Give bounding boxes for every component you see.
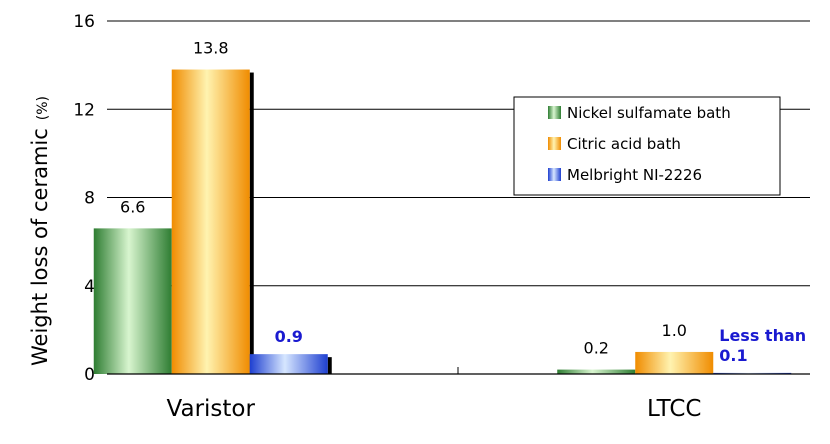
y-axis-label: Weight loss of ceramic (%) xyxy=(28,96,52,366)
x-category-label: Varistor xyxy=(167,396,256,422)
y-tick-label: 0 xyxy=(84,365,95,385)
legend-label: Nickel sulfamate bath xyxy=(567,104,731,122)
y-axis-ticks: 0 4 8 12 16 xyxy=(73,12,95,385)
legend-swatch xyxy=(548,168,561,181)
bar-shadow xyxy=(327,357,332,374)
legend-swatch xyxy=(548,106,561,119)
y-tick-label: 16 xyxy=(73,12,95,32)
legend: Nickel sulfamate bath Citric acid bath Mel… xyxy=(513,96,781,196)
bars xyxy=(93,69,792,375)
y-tick-label: 4 xyxy=(84,277,95,297)
y-tick-label: 12 xyxy=(73,100,95,120)
bar-melbright-ni-2226-varistor xyxy=(249,354,328,374)
y-axis-label-unit: (%) xyxy=(35,96,51,120)
bar-nickel-sulfamate-bath-varistor xyxy=(93,228,172,374)
bar-shadow xyxy=(249,72,254,374)
annotation-text: 0.1 xyxy=(719,346,747,365)
data-label: 0.9 xyxy=(275,327,303,346)
legend-items: Nickel sulfamate bath Citric acid bath Mel… xyxy=(548,104,731,184)
data-label: 6.6 xyxy=(120,197,145,216)
y-axis-label-text: Weight loss of ceramic xyxy=(28,128,52,366)
data-label: 1.0 xyxy=(662,321,687,340)
bar-citric-acid-bath-ltcc xyxy=(635,351,714,374)
annotation-text: Less than xyxy=(719,326,806,345)
legend-swatch xyxy=(548,137,561,150)
bar-citric-acid-bath-varistor xyxy=(171,69,250,374)
y-tick-label: 8 xyxy=(84,189,95,209)
bar-nickel-sulfamate-bath-ltcc xyxy=(557,369,636,374)
x-axis-categories: Varistor LTCC xyxy=(167,396,702,422)
data-label: 13.8 xyxy=(193,39,229,58)
legend-label: Citric acid bath xyxy=(567,135,681,153)
data-label: 0.2 xyxy=(584,339,609,358)
legend-label: Melbright NI-2226 xyxy=(567,166,702,184)
x-category-label: LTCC xyxy=(647,396,701,422)
